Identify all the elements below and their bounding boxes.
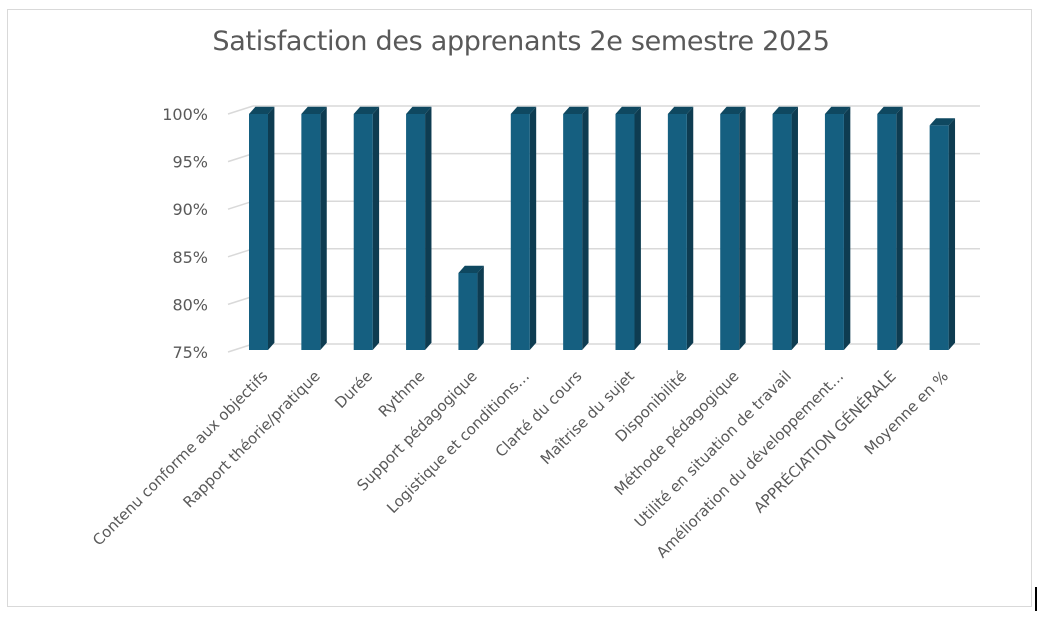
bar-side — [896, 106, 903, 350]
bar-side — [582, 106, 589, 350]
bar-front — [249, 114, 268, 350]
bar-front — [353, 114, 373, 350]
bar-front — [615, 114, 635, 350]
gridline — [227, 200, 980, 210]
bar-side — [843, 106, 851, 350]
gridline — [227, 105, 980, 115]
bar-front — [824, 114, 844, 350]
bar — [249, 106, 275, 350]
bar-top — [406, 106, 432, 114]
bar — [510, 106, 537, 350]
bar-top — [667, 106, 694, 114]
bar — [667, 106, 694, 350]
bar-side — [320, 106, 327, 350]
y-tick-label: 75% — [172, 343, 208, 362]
bar-front — [667, 114, 687, 350]
bar-front — [458, 272, 478, 350]
x-tick-label: Maîtrise du sujet — [537, 367, 638, 468]
bar-side — [425, 106, 432, 350]
bar — [615, 106, 641, 350]
bar — [353, 106, 380, 350]
x-tick-label: Amélioration du développement… — [653, 367, 847, 561]
gridline — [227, 248, 980, 258]
bar-front — [563, 114, 583, 350]
bar — [458, 265, 484, 350]
bar-side — [948, 118, 956, 350]
bar — [824, 106, 851, 350]
bar-front — [877, 114, 897, 350]
bar-top — [772, 106, 798, 114]
bar-top — [301, 106, 327, 114]
bar — [772, 106, 798, 350]
text-cursor — [1035, 587, 1037, 611]
bar-top — [929, 118, 956, 126]
chart-title: Satisfaction des apprenants 2e semestre … — [212, 26, 830, 57]
bar — [406, 106, 432, 350]
bar-top — [458, 265, 484, 273]
bar-top — [353, 106, 380, 114]
bar-side — [686, 106, 694, 350]
bar-front — [406, 114, 426, 350]
bar-top — [510, 106, 537, 114]
bar-side — [268, 106, 275, 350]
y-tick-label: 95% — [172, 153, 208, 172]
bar — [563, 106, 589, 350]
bar-top — [877, 106, 903, 114]
bar — [877, 106, 903, 350]
bar-front — [301, 114, 321, 350]
x-tick-label: Rythme — [375, 367, 429, 421]
gridline — [227, 343, 980, 353]
bar-side — [739, 106, 746, 350]
bar — [720, 106, 746, 350]
bar-front — [510, 114, 530, 350]
bar-front — [720, 114, 740, 350]
x-tick-label: Durée — [331, 367, 376, 412]
bar-top — [249, 106, 275, 114]
y-tick-label: 100% — [162, 105, 208, 124]
bar-top — [615, 106, 641, 114]
bar-side — [634, 106, 641, 350]
bar-top — [563, 106, 589, 114]
bar-front — [772, 114, 792, 350]
y-tick-label: 80% — [172, 295, 208, 314]
bar — [929, 118, 956, 350]
bar-top — [824, 106, 851, 114]
bar-top — [720, 106, 746, 114]
gridline — [227, 152, 980, 163]
bar-side — [372, 106, 380, 350]
y-tick-label: 85% — [172, 248, 208, 267]
bar-front — [929, 125, 949, 350]
bar-side — [477, 265, 484, 350]
bar-side — [791, 106, 798, 350]
y-tick-label: 90% — [172, 200, 208, 219]
gridline — [227, 295, 980, 306]
bar-side — [529, 106, 537, 350]
bar — [301, 106, 327, 350]
